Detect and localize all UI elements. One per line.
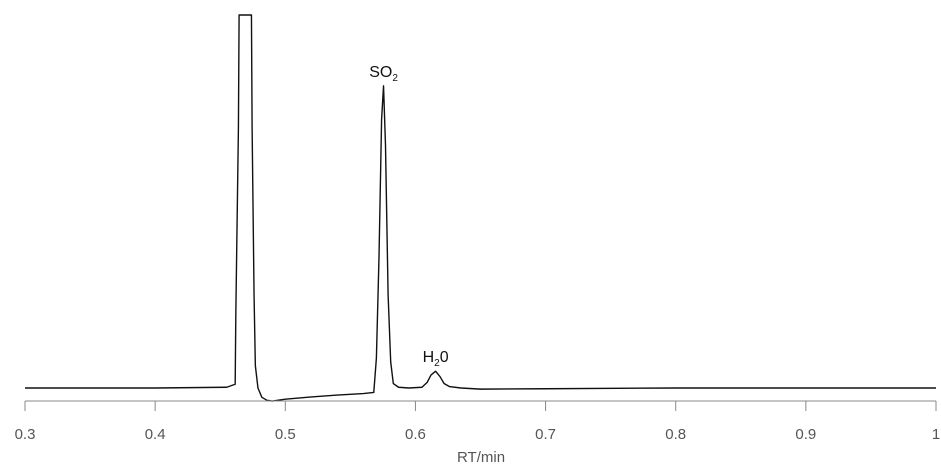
- peak-label: H20: [423, 349, 449, 369]
- x-axis-ticks: 0.3 0.4 0.5 0.6 0.7 0.8 0.9 1: [15, 401, 940, 443]
- x-tick-label: 0.9: [795, 426, 816, 443]
- chromatogram-trace: [25, 14, 936, 402]
- peak-annotations: SO2 H20: [369, 64, 449, 369]
- x-tick-label: 0.7: [535, 426, 556, 443]
- x-tick-label: 0.8: [665, 426, 686, 443]
- peak-label: SO2: [369, 64, 398, 84]
- x-tick-label: 0.3: [15, 426, 36, 443]
- x-tick-label: 1: [932, 426, 940, 443]
- x-tick-label: 0.5: [275, 426, 296, 443]
- x-tick-label: 0.4: [145, 426, 166, 443]
- x-tick-label: 0.6: [405, 426, 426, 443]
- x-axis-title: RT/min: [457, 449, 505, 466]
